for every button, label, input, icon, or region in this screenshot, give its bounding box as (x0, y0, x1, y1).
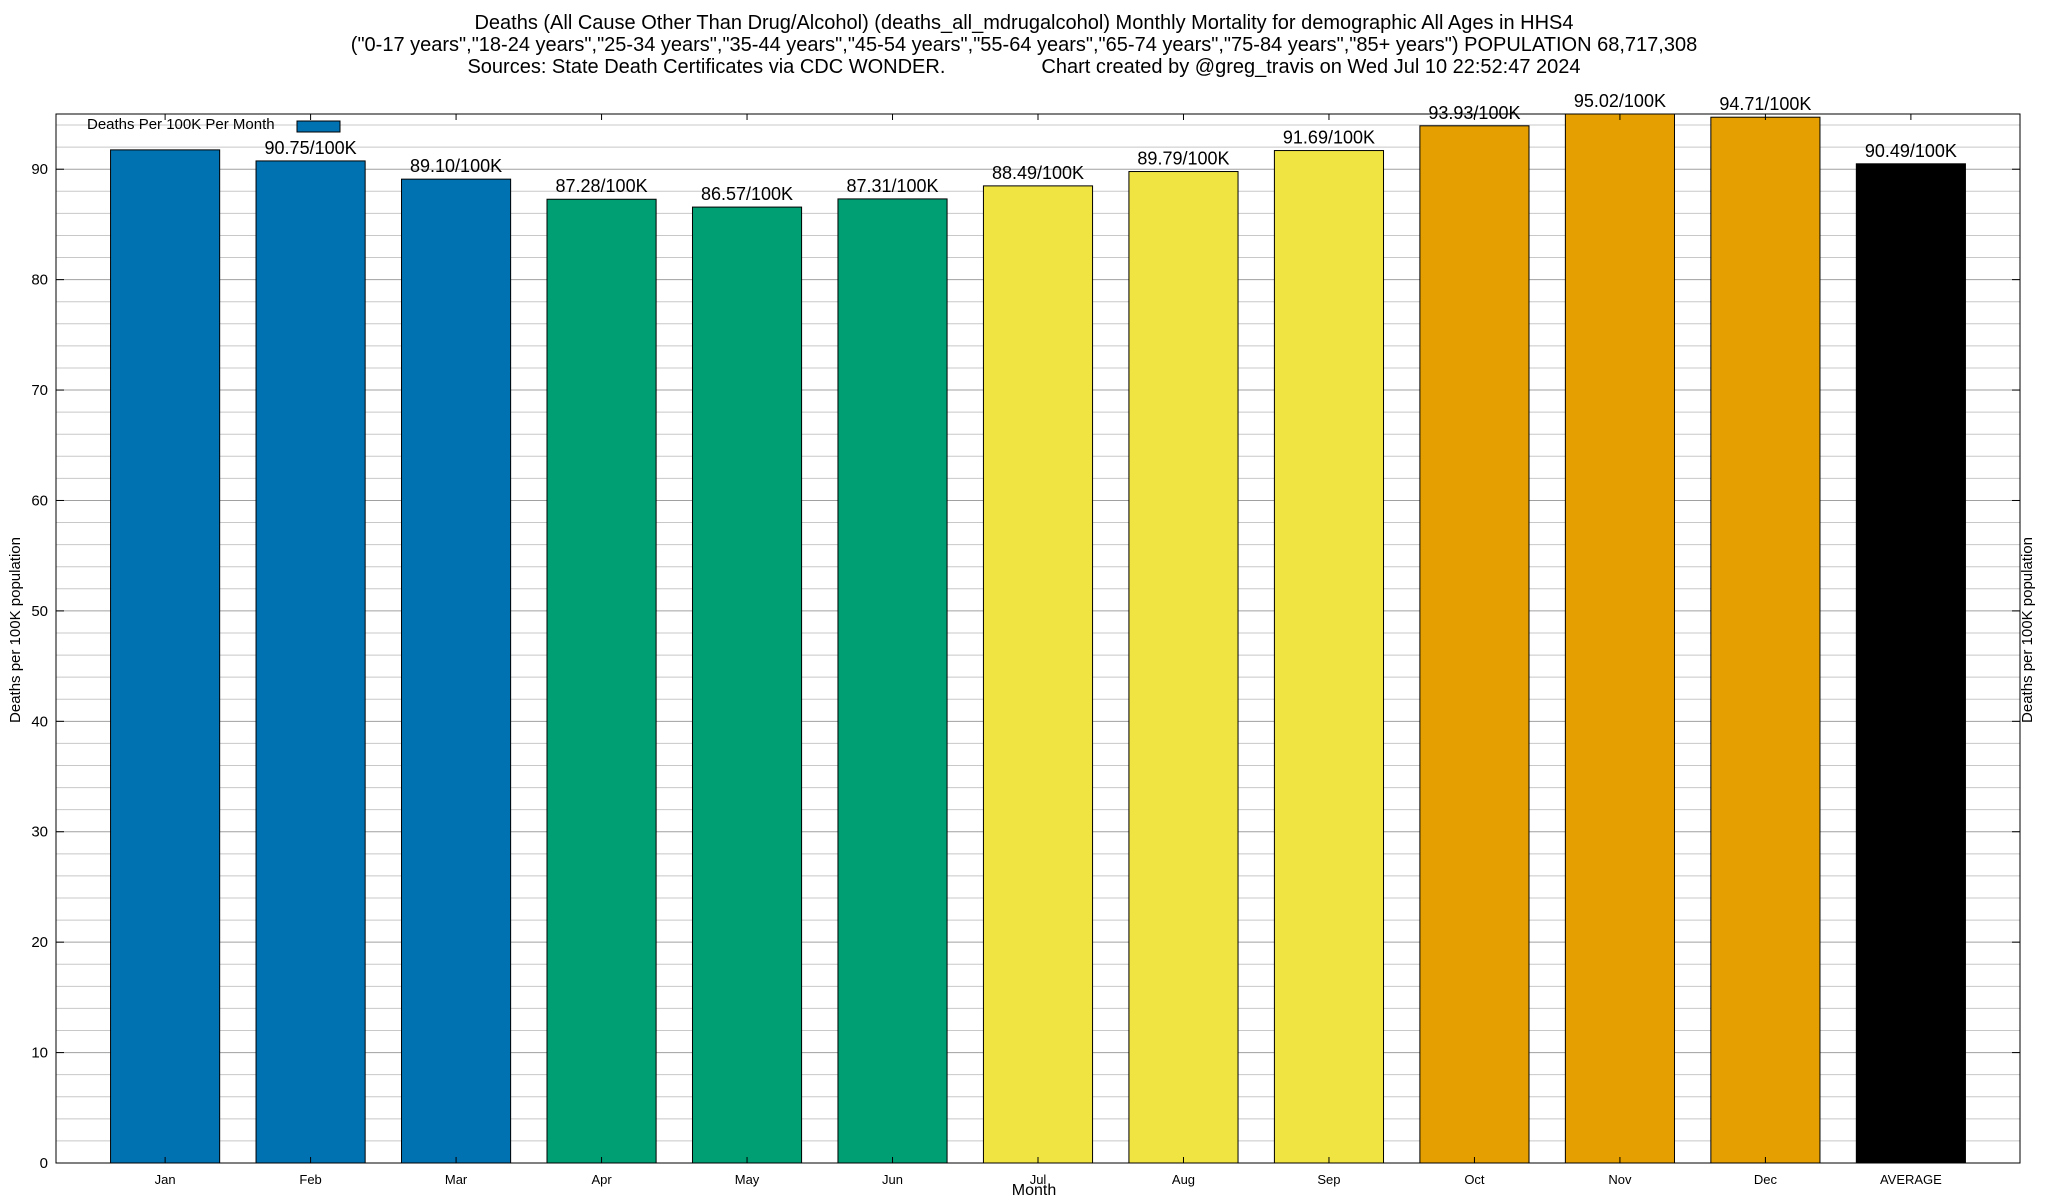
x-tick-label: Mar (445, 1172, 468, 1187)
bar-value-label: 90.49/100K (1865, 141, 1957, 161)
bar-value-label: 89.10/100K (410, 156, 502, 176)
x-tick-label: Oct (1464, 1172, 1485, 1187)
bar-value-label: 93.93/100K (1428, 103, 1520, 123)
bars (110, 113, 1966, 1164)
bar-value-label: 86.57/100K (701, 184, 793, 204)
chart-subtitle: ("0-17 years","18-24 years","25-34 years… (350, 34, 1698, 56)
y-tick-label: 70 (31, 382, 48, 399)
bar-aug (1128, 171, 1239, 1164)
y-tick-label: 60 (31, 492, 48, 509)
chart-sources-line: Sources: State Death Certificates via CD… (0, 56, 2048, 78)
bar-may (691, 206, 803, 1164)
x-tick-label: Jun (882, 1172, 903, 1187)
y-axis-label: Deaths per 100K population (7, 537, 24, 723)
x-tick-label: Aug (1172, 1172, 1195, 1187)
legend-label: Deaths Per 100K Per Month (87, 116, 275, 133)
bar-nov (1564, 113, 1675, 1164)
y-tick-label: 80 (31, 272, 48, 289)
y-tick-label: 50 (31, 603, 48, 620)
y-tick-label: 10 (31, 1045, 48, 1062)
y-tick-label: 0 (40, 1155, 48, 1172)
bar-value-label: 87.28/100K (556, 176, 648, 196)
x-tick-label: Jan (155, 1172, 176, 1187)
x-tick-label: Nov (1608, 1172, 1632, 1187)
bar-value-label: 87.31/100K (846, 176, 938, 196)
plot-frame (55, 113, 2021, 1164)
bar-mar (401, 178, 512, 1164)
x-tick-label: Apr (591, 1172, 612, 1187)
bar-jun (837, 198, 948, 1164)
bar-value-label: 91.69/100K (1283, 128, 1375, 148)
bar-value-labels: 90.75/100K 89.10/100K 87.28/100K 86.57/100K… (265, 91, 1957, 204)
bar-dec (1710, 116, 1821, 1164)
bar-value-label: 89.79/100K (1137, 149, 1229, 169)
bar-value-label: 90.75/100K (265, 138, 357, 158)
x-axis-label: Month (1012, 1182, 1056, 1199)
x-tick-label: Dec (1754, 1172, 1778, 1187)
bar-oct (1419, 125, 1530, 1164)
bar-value-label: 88.49/100K (992, 163, 1084, 183)
y-tick-label: 30 (31, 824, 48, 841)
axes: Jan Feb Mar Apr May Jun Jul Aug Sep Oct Nov Dec AVER… (31, 113, 2021, 1187)
chart-title-block: Deaths (All Cause Other Than Drug/Alcoho… (0, 12, 2048, 78)
bar-apr (546, 198, 657, 1164)
x-tick-label: Jul (1030, 1172, 1047, 1187)
bar-jan (110, 149, 221, 1164)
bar-average (1855, 163, 1966, 1164)
y-axis-label-right: Deaths per 100K population (2019, 537, 2036, 723)
legend: Deaths Per 100K Per Month (87, 116, 341, 133)
x-tick-label: Sep (1317, 1172, 1340, 1187)
bar-value-label: 94.71/100K (1719, 94, 1811, 114)
bar-sep (1273, 150, 1385, 1164)
chart-credit: Chart created by @greg_travis on Wed Jul… (1041, 56, 1581, 78)
y-tick-label: 90 (31, 161, 48, 178)
y-tick-label: 20 (31, 934, 48, 951)
y-tick-label: 40 (31, 713, 48, 730)
bar-jul (982, 185, 1094, 1164)
bar-value-label: 95.02/100K (1574, 91, 1666, 111)
x-tick-label: AVERAGE (1880, 1172, 1942, 1187)
chart-sources: Sources: State Death Certificates via CD… (467, 56, 946, 78)
x-tick-label: May (735, 1172, 760, 1187)
legend-swatch (296, 120, 341, 133)
chart-title: Deaths (All Cause Other Than Drug/Alcoho… (474, 12, 1574, 34)
bar-feb (255, 160, 366, 1164)
x-tick-label: Feb (299, 1172, 321, 1187)
